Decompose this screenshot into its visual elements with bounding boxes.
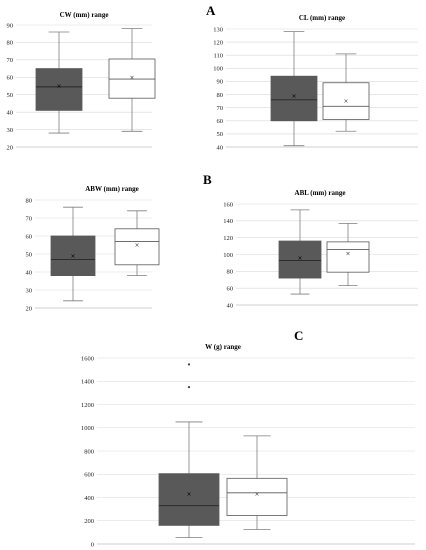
y-tick-label: 40 [26,269,33,276]
series-2-mean-marker: × [254,491,259,498]
series-1-mean-marker: × [186,491,191,498]
y-tick-label: 100 [213,66,223,73]
y-tick-label: 30 [7,127,14,134]
y-tick-label: 1600 [81,355,94,362]
y-tick-label: 110 [213,53,223,60]
y-tick-label: 50 [7,92,14,99]
y-tick-label: 100 [223,252,233,259]
y-tick-label: 50 [26,251,33,258]
series-2-box [114,228,160,266]
y-tick-label: 80 [227,269,234,276]
y-tick-label: 120 [223,235,233,242]
chart-title: CW (mm) range [60,11,109,19]
series-1-box [278,240,322,279]
y-tick-label: 30 [26,287,33,294]
series-1-outlier-point [187,363,191,366]
series-2-mean-marker: × [345,251,350,258]
chart-title: CL (mm) range [299,14,345,22]
series-2-mean-marker: × [129,74,134,81]
y-tick-label: 0 [91,541,94,548]
series-2-mean-marker: × [134,242,139,249]
y-tick-label: 60 [227,285,234,292]
y-tick-label: 60 [7,75,14,82]
y-tick-label: 160 [223,201,233,208]
chart-abw-range: ABW (mm) range 20 30 40 50 60 70 80 × × [26,185,160,312]
y-tick-label: 120 [213,39,223,46]
y-tick-label: 1400 [81,379,94,386]
panel-letter-b: B [203,172,212,187]
y-tick-label: 70 [26,215,33,222]
y-tick-label: 40 [7,109,14,116]
y-tick-label: 1200 [81,402,94,409]
y-tick-label: 400 [84,495,94,502]
y-tick-label: 600 [84,472,94,479]
y-tick-label: 90 [217,79,224,86]
y-tick-label: 80 [217,92,224,99]
y-tick-label: 70 [7,57,14,64]
series-1-mean-marker: × [291,93,296,100]
y-tick-label: 50 [217,131,224,138]
series-1-outlier-point [187,385,191,389]
y-tick-label: 40 [217,144,224,151]
series-1-mean-marker: × [297,255,302,262]
y-tick-label: 60 [217,118,224,125]
chart-title: ABW (mm) range [85,185,139,193]
panel-letter-c: C [294,328,303,343]
y-tick-label: 90 [7,22,14,29]
series-2-box [322,82,370,120]
series-1-box [50,235,96,276]
y-tick-label: 200 [84,518,94,525]
series-1-box [158,473,220,526]
series-2-box [226,477,288,516]
series-1-box [270,75,318,122]
chart-title: W (g) range [205,343,241,351]
y-tick-label: 80 [7,40,14,47]
chart-abl-range: ABL (mm) range 40 60 80 100 120 140 160 × × [223,189,418,309]
panel-letter-a: A [206,3,216,18]
y-tick-label: 140 [223,218,233,225]
y-tick-label: 20 [26,305,33,312]
chart-cw-range: CW (mm) range 20 30 40 50 60 70 80 90 × × [7,11,156,151]
series-1-mean-marker: × [56,83,61,90]
y-tick-label: 130 [213,26,223,33]
series-2-mean-marker: × [343,98,348,105]
y-tick-label: 20 [7,144,14,151]
series-1-box [35,68,83,111]
chart-w-range: W (g) range 0 200 400 600 800 1000 1200 1400 1600… [81,343,415,548]
y-tick-label: 800 [84,448,94,455]
series-1-mean-marker: × [70,253,75,260]
y-tick-label: 60 [26,233,33,240]
y-tick-label: 80 [26,197,33,204]
y-tick-label: 40 [227,302,234,309]
y-tick-label: 70 [217,105,224,112]
chart-title: ABL (mm) range [295,189,346,197]
series-2-box [326,241,370,273]
y-tick-label: 1000 [81,425,94,432]
chart-cl-range: CL (mm) range 40 50 60 70 80 90 100 110 120 130 × × [213,14,418,151]
